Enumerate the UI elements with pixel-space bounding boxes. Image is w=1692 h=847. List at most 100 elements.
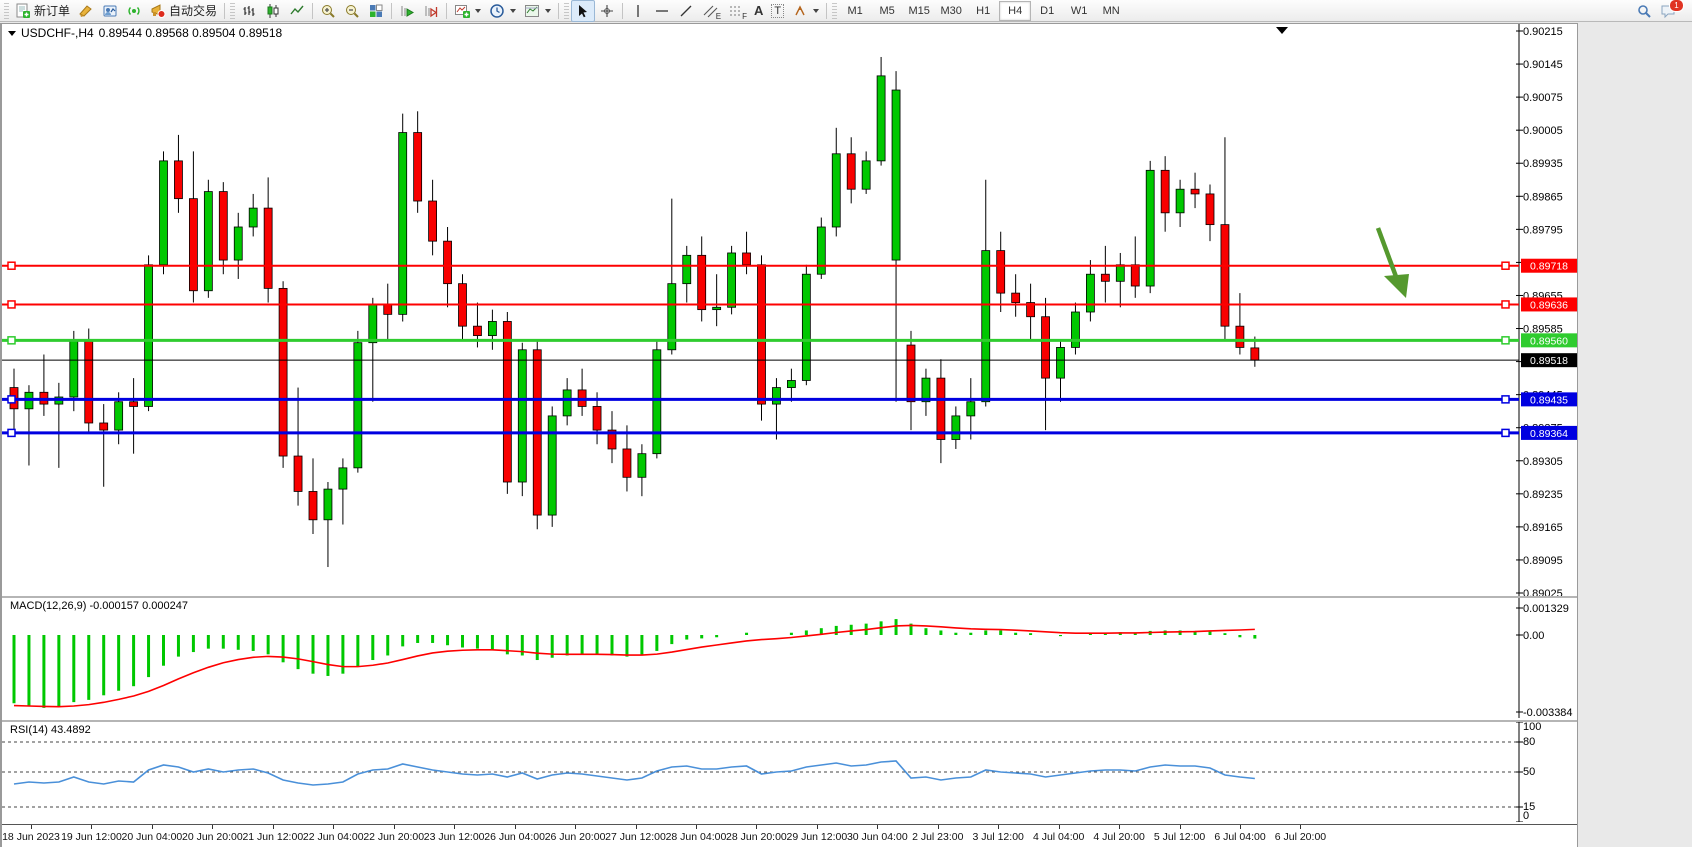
- horizontal-line-0.89435[interactable]: 0.89435: [2, 392, 1577, 407]
- templates-button[interactable]: [520, 0, 555, 22]
- line-handle[interactable]: [1501, 300, 1510, 309]
- candle-body[interactable]: [951, 415, 961, 440]
- candle-body[interactable]: [966, 401, 976, 417]
- candle-body[interactable]: [861, 160, 871, 190]
- candle-body[interactable]: [547, 415, 557, 516]
- text-label-tool-button[interactable]: T: [767, 0, 788, 22]
- candle-body[interactable]: [996, 250, 1006, 294]
- toolbar-grip[interactable]: [832, 2, 838, 19]
- candle-body[interactable]: [263, 207, 273, 289]
- candle-body[interactable]: [562, 389, 572, 417]
- line-handle[interactable]: [1501, 261, 1510, 270]
- candle-body[interactable]: [607, 429, 617, 450]
- candle-body[interactable]: [502, 321, 512, 483]
- candle-body[interactable]: [622, 448, 632, 478]
- candle-body[interactable]: [772, 387, 781, 405]
- candle-body[interactable]: [1115, 264, 1125, 282]
- timeframe-button-h1[interactable]: H1: [976, 4, 991, 17]
- timeframe-button-d1[interactable]: D1: [1040, 4, 1055, 17]
- horizontal-line-0.89636[interactable]: 0.89636: [2, 297, 1577, 312]
- periods-button[interactable]: [485, 0, 520, 22]
- signals-button[interactable]: [122, 0, 146, 22]
- candle-body[interactable]: [727, 252, 736, 308]
- candle-body[interactable]: [637, 453, 647, 478]
- candle-body[interactable]: [323, 488, 333, 521]
- candle-body[interactable]: [1130, 264, 1140, 287]
- candle-body[interactable]: [1011, 292, 1021, 303]
- candle-body[interactable]: [682, 254, 692, 285]
- candle-body[interactable]: [248, 207, 258, 228]
- timeframe-button-m1[interactable]: M1: [847, 4, 863, 17]
- horizontal-line-0.89560[interactable]: 0.89560: [2, 333, 1577, 348]
- timeframe-button-h4[interactable]: H4: [999, 0, 1032, 21]
- notifications-button[interactable]: 1: [1656, 0, 1684, 22]
- candle-body[interactable]: [1071, 311, 1080, 348]
- zoom-out-button[interactable]: [340, 0, 364, 22]
- tile-windows-button[interactable]: [364, 0, 388, 22]
- toolbar-grip[interactable]: [230, 2, 236, 19]
- search-button[interactable]: [1632, 0, 1656, 22]
- timeframe-button-m5[interactable]: M5: [879, 4, 895, 17]
- candle-body[interactable]: [218, 191, 228, 261]
- candle-body[interactable]: [921, 377, 931, 403]
- candle-body[interactable]: [1220, 224, 1230, 327]
- candle-body[interactable]: [801, 273, 811, 381]
- candle-body[interactable]: [353, 342, 363, 469]
- new-order-button[interactable]: 新订单: [11, 0, 74, 22]
- candle-body[interactable]: [1026, 302, 1035, 318]
- bar-chart-button[interactable]: [237, 0, 261, 22]
- candle-body[interactable]: [1056, 347, 1065, 379]
- candlestick-chart[interactable]: 0.90215 0.90145 0.90075 0.90005 0.89935 0.898…: [2, 24, 1578, 596]
- line-handle[interactable]: [7, 261, 16, 270]
- candle-body[interactable]: [99, 422, 109, 431]
- candle-body[interactable]: [1160, 169, 1170, 214]
- candle-body[interactable]: [891, 89, 901, 261]
- arrows-dropdown-icon[interactable]: [813, 8, 820, 13]
- macd-indicator-chart[interactable]: 0.001329 0.00 -0.003384: [2, 598, 1578, 718]
- line-handle[interactable]: [1501, 395, 1510, 404]
- candle-body[interactable]: [1100, 273, 1110, 282]
- indicators-button[interactable]: [450, 0, 485, 22]
- candle-body[interactable]: [831, 153, 841, 228]
- candle-body[interactable]: [308, 491, 318, 521]
- candle-body[interactable]: [517, 349, 527, 483]
- candle-body[interactable]: [159, 160, 168, 266]
- horizontal-line-0.89518[interactable]: 0.89518: [2, 353, 1577, 368]
- candle-body[interactable]: [293, 455, 303, 492]
- toolbar-grip[interactable]: [4, 2, 9, 19]
- candle-body[interactable]: [936, 377, 946, 440]
- fibonacci-tool-button[interactable]: F: [724, 0, 750, 22]
- line-chart-button[interactable]: [285, 0, 309, 22]
- candle-body[interactable]: [652, 349, 662, 455]
- zoom-in-button[interactable]: [316, 0, 340, 22]
- candle-body[interactable]: [1041, 316, 1050, 379]
- toolbar-grip[interactable]: [564, 2, 570, 19]
- candle-body[interactable]: [84, 339, 94, 424]
- timeframe-button-m15[interactable]: M15: [908, 4, 930, 17]
- line-handle[interactable]: [1501, 336, 1510, 345]
- cursor-tool-button[interactable]: [571, 0, 596, 22]
- candle-body[interactable]: [413, 132, 423, 202]
- candle-body[interactable]: [1250, 347, 1260, 361]
- candle-body[interactable]: [1205, 193, 1215, 226]
- line-handle[interactable]: [1501, 428, 1510, 438]
- candle-body[interactable]: [787, 380, 796, 388]
- arrow-annotation[interactable]: [1375, 227, 1409, 298]
- candle-body[interactable]: [233, 226, 243, 261]
- candle-body[interactable]: [876, 75, 886, 162]
- chart-shift-button[interactable]: [419, 0, 443, 22]
- candle-body[interactable]: [742, 252, 751, 266]
- line-handle[interactable]: [7, 428, 16, 438]
- horizontal-line-0.89718[interactable]: 0.89718: [2, 258, 1577, 273]
- candlestick-chart-button[interactable]: [261, 0, 285, 22]
- candle-body[interactable]: [69, 339, 79, 398]
- periods-dropdown-icon[interactable]: [510, 8, 517, 13]
- candle-body[interactable]: [114, 401, 124, 431]
- candle-body[interactable]: [368, 304, 378, 344]
- candle-body[interactable]: [1235, 325, 1245, 348]
- candle-body[interactable]: [383, 304, 393, 315]
- candle-body[interactable]: [278, 287, 288, 457]
- styler-button[interactable]: [74, 0, 98, 22]
- timeframe-button-m30[interactable]: M30: [940, 4, 962, 17]
- candle-body[interactable]: [487, 321, 497, 337]
